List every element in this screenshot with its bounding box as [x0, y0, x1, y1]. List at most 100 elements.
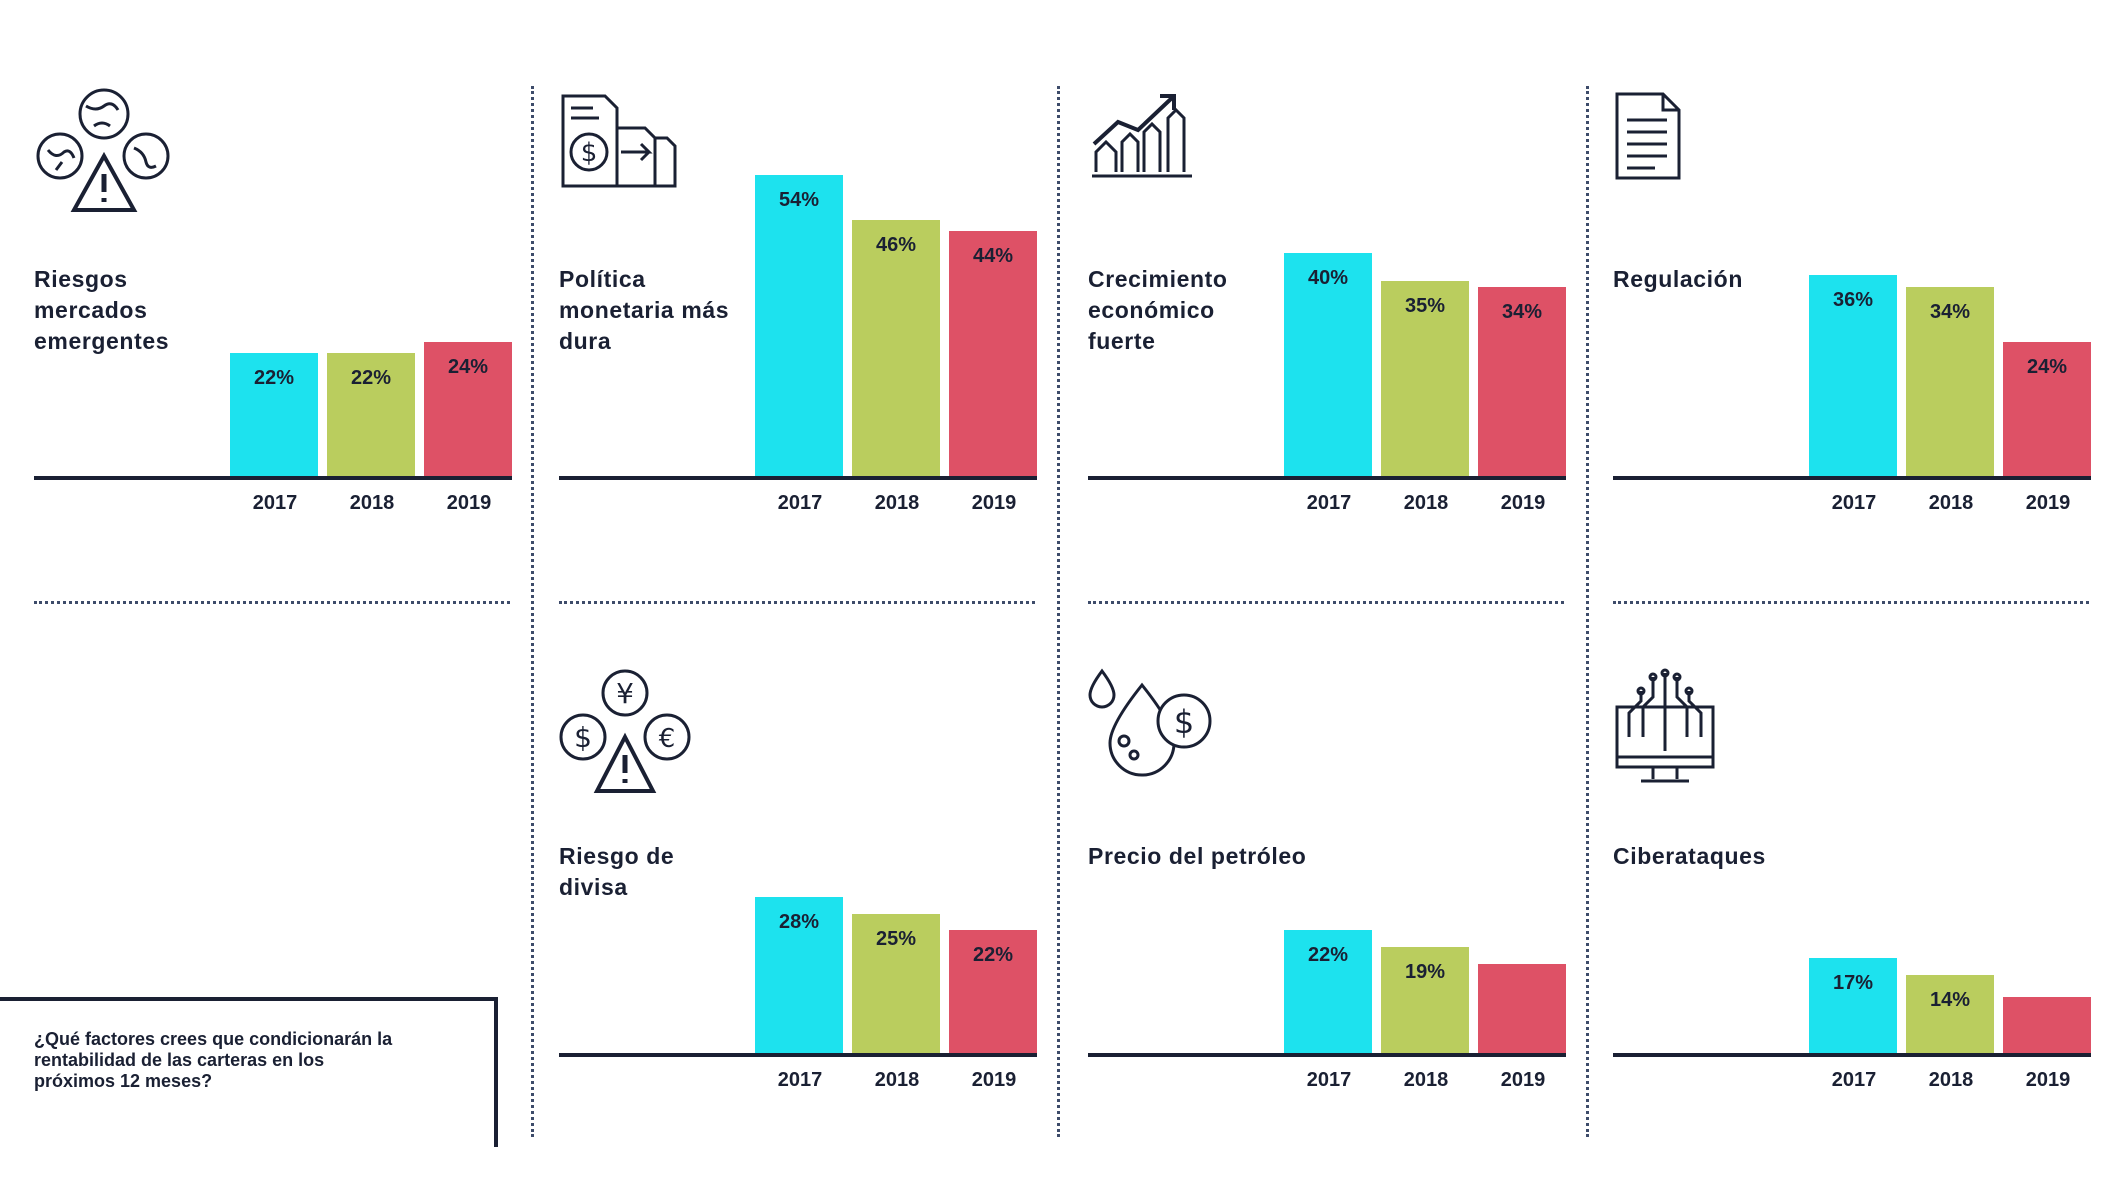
bar-2017: 54%: [755, 175, 843, 476]
bar-value-label: 54%: [778, 189, 820, 211]
growth-chart-icon: [1088, 88, 1198, 184]
row-divider: [1613, 601, 2089, 604]
x-tick-label: 2018: [1403, 1069, 1449, 1091]
bar-value-label: 36%: [1832, 289, 1874, 311]
globes-warning-icon: [34, 86, 174, 216]
x-axis-baseline: [559, 476, 1037, 480]
bar-value-label: 25%: [875, 928, 917, 950]
chart-panel-riesgo-divisa: ¥ $ € Riesgo de divisa 28% 2017 25% 2018 22%…: [559, 663, 1045, 1183]
bar-value-label: 34%: [1501, 301, 1543, 323]
bar-value-label: 34%: [1929, 301, 1971, 323]
bar-value-label: 22%: [1307, 944, 1349, 966]
bar-value-label: 40%: [1307, 267, 1349, 289]
x-axis-baseline: [1088, 1053, 1566, 1057]
bar-2017: 22%: [1284, 930, 1372, 1053]
x-tick-label: 2018: [874, 492, 920, 514]
x-tick-label: 2017: [777, 492, 823, 514]
chart-title: Riesgos mercados emergentes: [34, 266, 170, 354]
svg-text:¥: ¥: [616, 677, 634, 710]
bar-2018: 46%: [852, 220, 940, 476]
x-axis-baseline: [34, 476, 512, 480]
column-divider: [531, 86, 534, 1137]
bar-2019: 44%: [949, 231, 1037, 476]
x-tick-label: 2019: [2025, 492, 2071, 514]
bar-2019: 24%: [2003, 342, 2091, 476]
column-divider: [1586, 86, 1589, 1137]
chart-panel-regulacion: Regulación 36% 2017 34% 2018 24% 2019: [1613, 86, 2099, 606]
x-tick-label: 2019: [971, 492, 1017, 514]
bar-2017: 22%: [230, 353, 318, 476]
row-divider: [559, 601, 1035, 604]
chart-panel-precio-petroleo: $ Precio del petróleo 22% 2017 19% 2018 2019: [1088, 663, 1574, 1183]
x-tick-label: 2019: [971, 1069, 1017, 1091]
column-divider: [1057, 86, 1060, 1137]
currency-warning-icon: ¥ $ €: [559, 667, 691, 797]
oil-dollar-icon: $: [1088, 667, 1218, 779]
chart-panel-riesgos-mercados-emergentes: Riesgos mercados emergentes 22% 2017 22% 20…: [34, 86, 520, 606]
x-tick-label: 2017: [252, 492, 298, 514]
chart-title: Crecimiento económico fuerte: [1088, 266, 1228, 354]
chart-title: Ciberataques: [1613, 843, 1766, 869]
bar-value-label: 35%: [1404, 295, 1446, 317]
bar-2017: 36%: [1809, 275, 1897, 476]
x-tick-label: 2017: [1831, 1069, 1877, 1091]
x-tick-label: 2018: [1928, 1069, 1974, 1091]
x-tick-label: 2019: [446, 492, 492, 514]
chart-panel-crecimiento-economico: Crecimiento económico fuerte 40% 2017 35% 2…: [1088, 86, 1574, 606]
x-tick-label: 2017: [777, 1069, 823, 1091]
bar-2018: 35%: [1381, 281, 1469, 476]
chart-title: Riesgo de divisa: [559, 843, 675, 900]
x-tick-label: 2018: [349, 492, 395, 514]
chart-panel-ciberataques: Ciberataques 17% 2017 14% 2018 2019: [1613, 663, 2099, 1183]
x-tick-label: 2017: [1306, 1069, 1352, 1091]
bar-value-label: 22%: [350, 367, 392, 389]
x-axis-baseline: [559, 1053, 1037, 1057]
x-tick-label: 2018: [1403, 492, 1449, 514]
bar-2017: 40%: [1284, 253, 1372, 476]
chart-title: Política monetaria más dura: [559, 266, 730, 354]
chart-title: Regulación: [1613, 266, 1743, 292]
chart-panel-politica-monetaria: $ Política monetaria más dura 54% 2017 46%…: [559, 86, 1045, 606]
bar-value-label: 24%: [447, 356, 489, 378]
x-tick-label: 2017: [1831, 492, 1877, 514]
x-axis-baseline: [1613, 476, 2091, 480]
bar-2019: [2003, 997, 2091, 1053]
bar-2019: 34%: [1478, 287, 1566, 476]
svg-text:$: $: [581, 138, 598, 168]
svg-text:$: $: [1174, 703, 1194, 741]
x-tick-label: 2019: [1500, 492, 1546, 514]
svg-text:$: $: [574, 721, 592, 754]
bar-2017: 17%: [1809, 958, 1897, 1053]
bar-2018: 19%: [1381, 947, 1469, 1053]
bar-value-label: 17%: [1832, 972, 1874, 994]
bar-value-label: 28%: [778, 911, 820, 933]
bar-value-label: 19%: [1404, 961, 1446, 983]
circuit-monitor-icon: [1613, 667, 1717, 791]
bar-2018: 14%: [1906, 975, 1994, 1053]
x-tick-label: 2018: [874, 1069, 920, 1091]
x-axis-baseline: [1613, 1053, 2091, 1057]
document-dollar-icon: $: [559, 92, 679, 192]
bar-value-label: 24%: [2026, 356, 2068, 378]
document-list-icon: [1613, 90, 1683, 182]
x-tick-label: 2019: [1500, 1069, 1546, 1091]
bar-2019: 24%: [424, 342, 512, 476]
bar-2018: 34%: [1906, 287, 1994, 476]
bar-value-label: 44%: [972, 245, 1014, 267]
bar-2019: [1478, 964, 1566, 1053]
bar-value-label: 46%: [875, 234, 917, 256]
bar-2018: 22%: [327, 353, 415, 476]
svg-text:€: €: [659, 724, 676, 754]
bar-value-label: 22%: [253, 367, 295, 389]
chart-title: Precio del petróleo: [1088, 843, 1307, 869]
bar-value-label: 14%: [1929, 989, 1971, 1011]
bar-2018: 25%: [852, 914, 940, 1053]
row-divider: [34, 601, 510, 604]
row-divider: [1088, 601, 1564, 604]
bar-value-label: 22%: [972, 944, 1014, 966]
x-axis-baseline: [1088, 476, 1566, 480]
x-tick-label: 2017: [1306, 492, 1352, 514]
x-tick-label: 2019: [2025, 1069, 2071, 1091]
bar-2017: 28%: [755, 897, 843, 1053]
x-tick-label: 2018: [1928, 492, 1974, 514]
